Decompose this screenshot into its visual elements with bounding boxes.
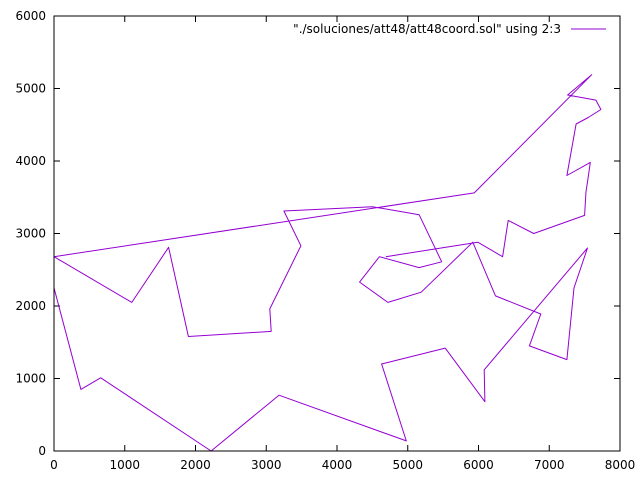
x-tick-label: 4000 <box>322 458 353 472</box>
x-tick-label: 0 <box>50 458 58 472</box>
y-tick-label: 5000 <box>15 82 46 96</box>
series-layer <box>53 74 602 452</box>
y-tick-label: 6000 <box>15 9 46 23</box>
x-tick-label: 2000 <box>180 458 211 472</box>
x-tick-label: 7000 <box>534 458 565 472</box>
x-tick-label: 8000 <box>605 458 636 472</box>
x-tick-label: 1000 <box>109 458 140 472</box>
y-axis-ticks: 0 1000 2000 3000 4000 5000 6000 <box>15 9 620 458</box>
y-tick-label: 0 <box>38 444 46 458</box>
legend-entry-label: "./soluciones/att48/att48coord.sol" usin… <box>293 22 561 36</box>
x-tick-label: 6000 <box>463 458 494 472</box>
legend: "./soluciones/att48/att48coord.sol" usin… <box>293 22 606 36</box>
y-tick-label: 1000 <box>15 372 46 386</box>
x-tick-label: 5000 <box>392 458 423 472</box>
y-tick-label: 4000 <box>15 154 46 168</box>
x-tick-label: 3000 <box>251 458 282 472</box>
series-line <box>53 74 602 452</box>
plot-frame <box>53 15 621 452</box>
y-tick-label: 2000 <box>15 299 46 313</box>
x-axis-ticks: 0 1000 2000 3000 4000 5000 6000 7000 8000 <box>50 16 635 472</box>
y-tick-label: 3000 <box>15 227 46 241</box>
